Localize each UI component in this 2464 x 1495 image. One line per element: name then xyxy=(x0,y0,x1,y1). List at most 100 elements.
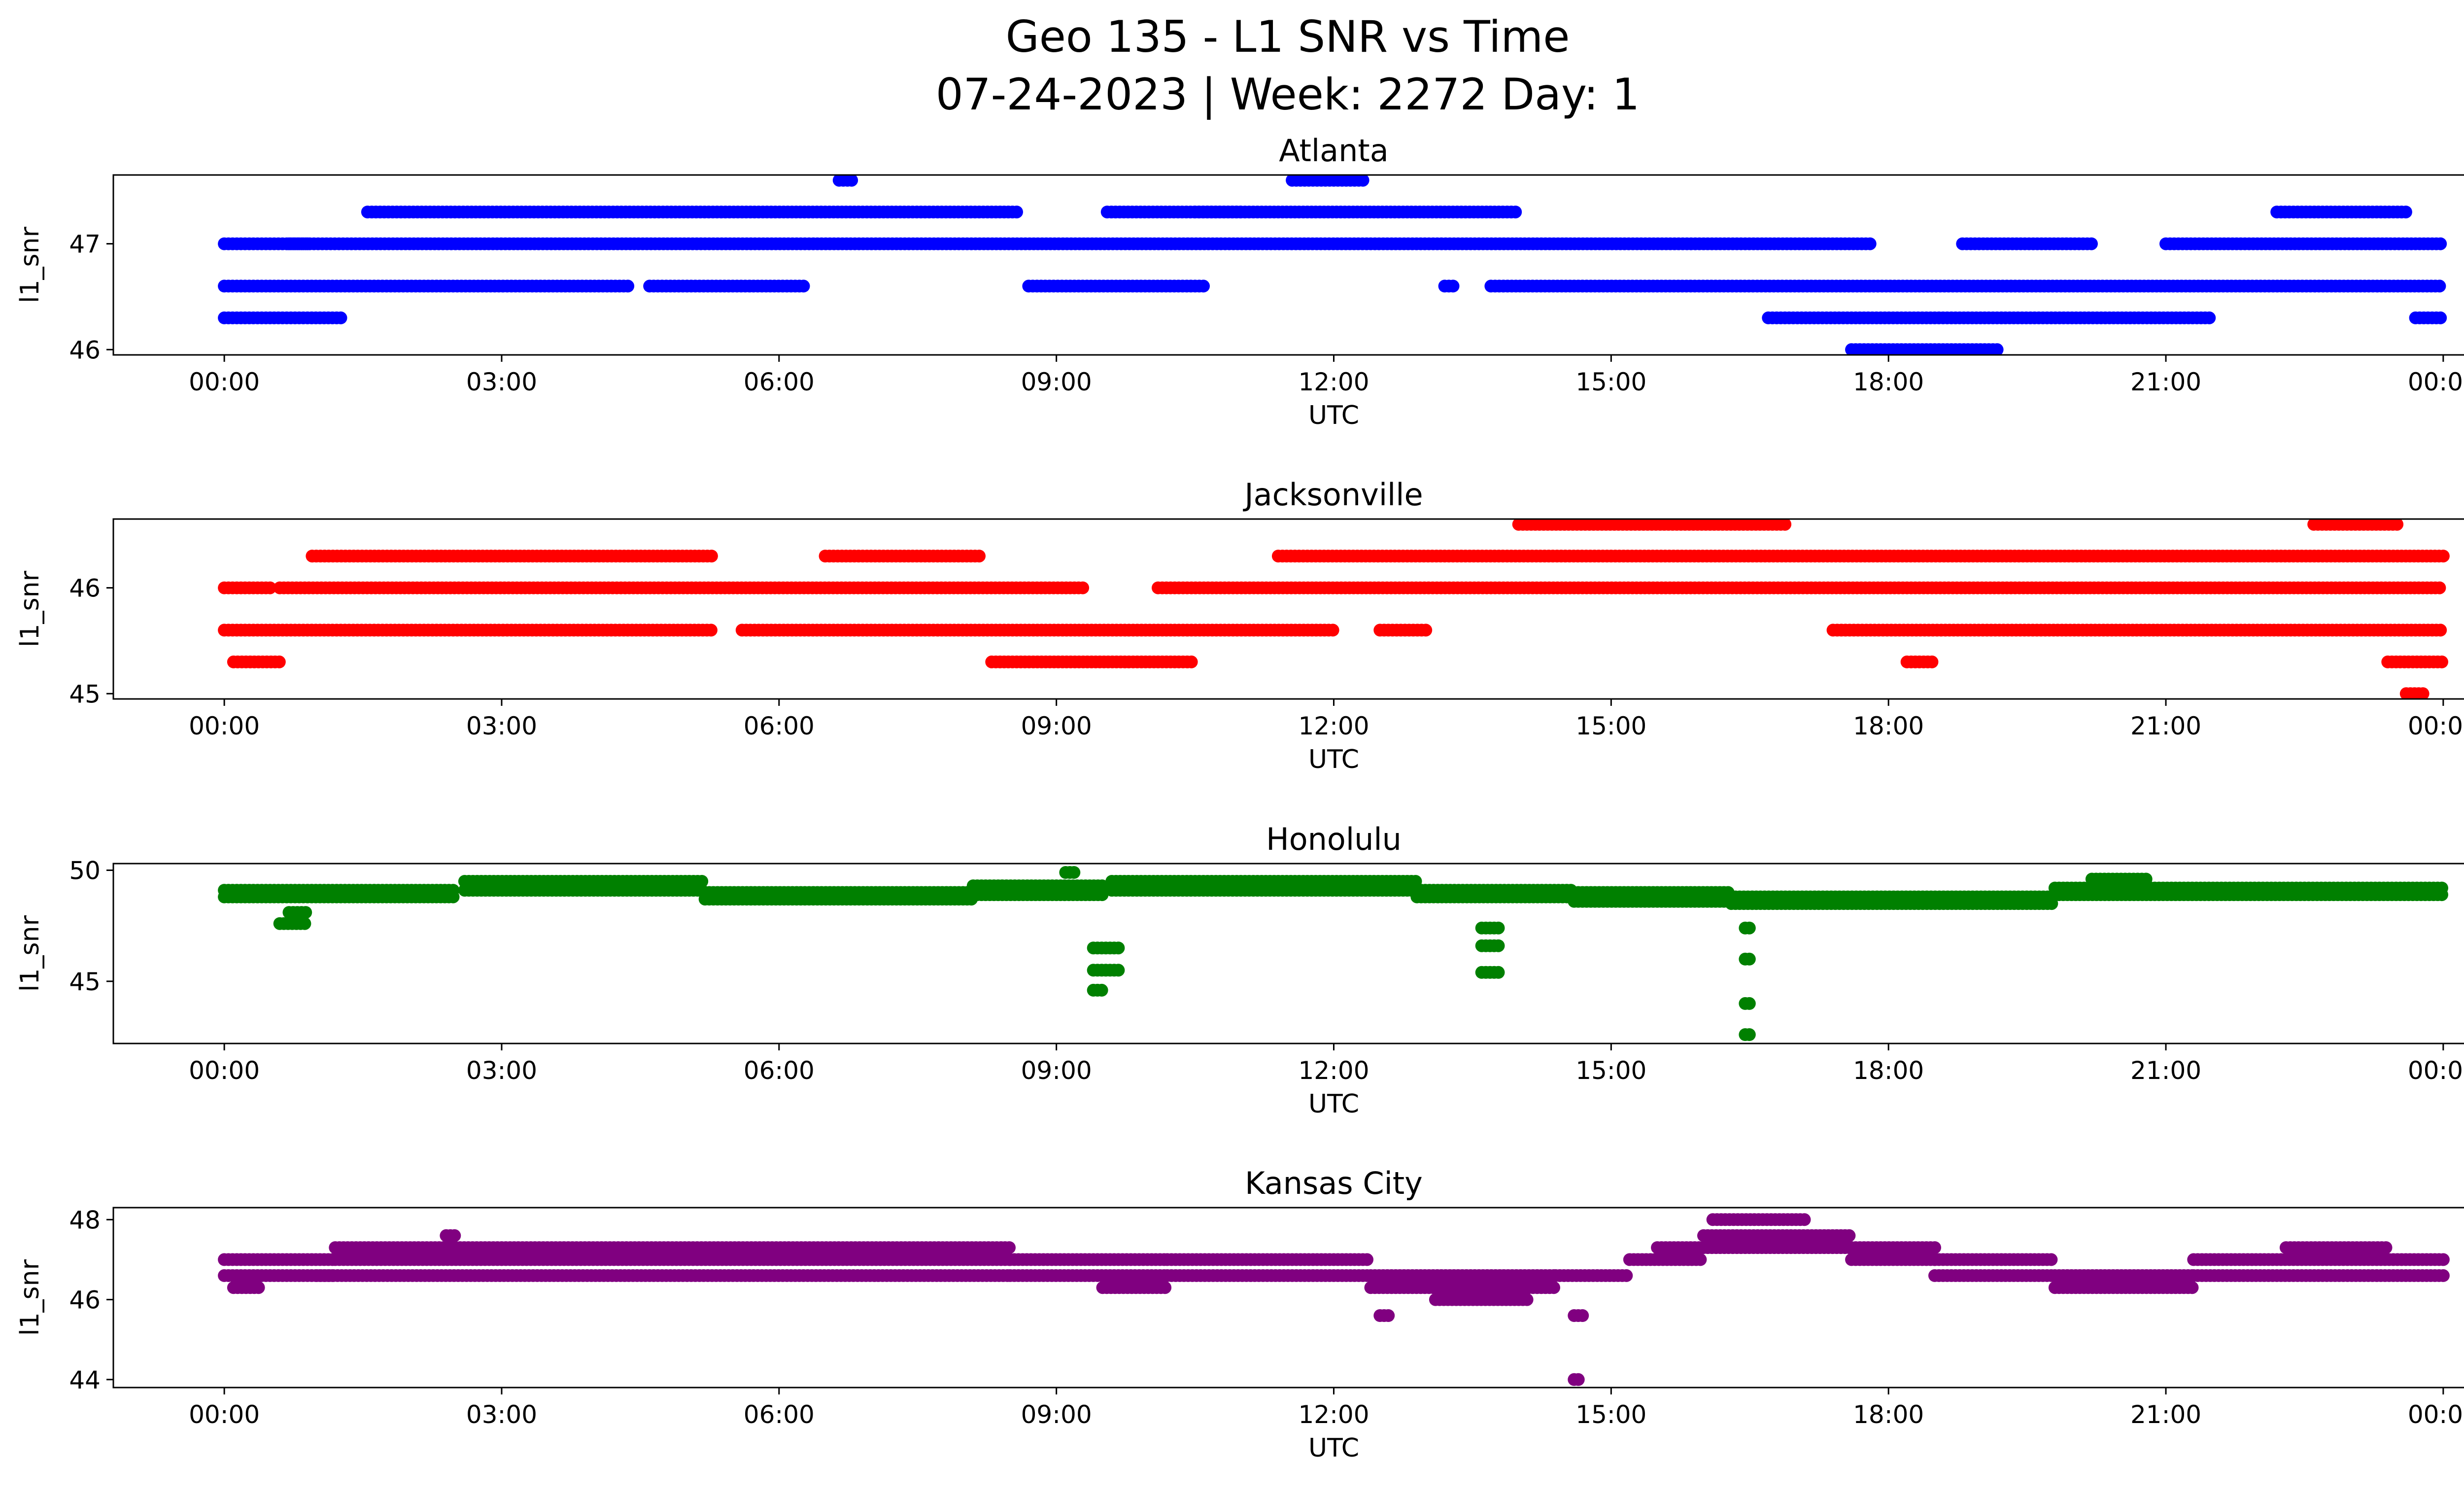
data-point xyxy=(1492,939,1505,952)
data-point xyxy=(2416,687,2430,699)
x-tick-label: 09:00 xyxy=(1021,1056,1092,1085)
x-tick-label: 00:00 xyxy=(189,1056,260,1085)
data-point xyxy=(1076,581,1090,594)
data-point xyxy=(2085,237,2098,250)
data-point xyxy=(1743,1028,1756,1041)
x-axis-label: UTC xyxy=(1308,1089,1359,1119)
x-tick-label: 00:00 xyxy=(2408,712,2464,740)
data-point xyxy=(1779,519,1792,531)
data-point xyxy=(2434,237,2447,250)
data-point xyxy=(2433,279,2446,293)
data-point xyxy=(2433,581,2446,594)
scatter-points xyxy=(218,866,2448,1041)
data-point xyxy=(298,917,311,930)
data-point xyxy=(446,890,460,904)
data-point xyxy=(1003,1241,1016,1254)
y-tick-label: 46 xyxy=(69,574,101,603)
data-point xyxy=(1492,921,1505,935)
subplot-title: Honolulu xyxy=(1266,821,1402,857)
x-tick-label: 00:00 xyxy=(2408,1056,2464,1085)
x-tick-label: 03:00 xyxy=(466,712,537,740)
data-point xyxy=(1743,952,1756,966)
x-tick-label: 06:00 xyxy=(744,712,815,740)
data-point xyxy=(1067,866,1081,879)
x-tick-label: 18:00 xyxy=(1853,368,1924,396)
data-point xyxy=(973,550,986,563)
y-axis-label: l1_snr xyxy=(15,915,45,992)
data-point xyxy=(1509,206,1522,219)
data-point xyxy=(2435,655,2448,668)
x-tick-label: 00:00 xyxy=(189,368,260,396)
scatter-points xyxy=(218,175,2447,355)
x-tick-label: 03:00 xyxy=(466,1056,537,1085)
x-tick-label: 18:00 xyxy=(1853,712,1924,740)
x-axis-label: UTC xyxy=(1308,401,1359,430)
data-point xyxy=(1010,206,1023,219)
x-tick-label: 09:00 xyxy=(1021,368,1092,396)
data-point xyxy=(705,550,718,563)
data-point xyxy=(1185,655,1198,668)
data-point xyxy=(1095,983,1108,997)
data-point xyxy=(1492,966,1505,979)
scatter-points xyxy=(218,519,2450,699)
data-point xyxy=(1112,941,1125,955)
data-point xyxy=(2391,519,2404,531)
data-point xyxy=(264,581,276,594)
data-point xyxy=(797,279,810,293)
data-point xyxy=(334,311,347,324)
data-point xyxy=(1419,624,1433,637)
subplot-title: Kansas City xyxy=(1245,1165,1423,1201)
x-tick-label: 00:00 xyxy=(2408,368,2464,396)
x-tick-label: 00:00 xyxy=(189,712,260,740)
x-tick-label: 12:00 xyxy=(1298,1056,1369,1085)
x-tick-label: 21:00 xyxy=(2130,368,2201,396)
x-tick-label: 12:00 xyxy=(1298,712,1369,740)
y-axis-label: l1_snr xyxy=(15,226,45,303)
x-axis-label: UTC xyxy=(1308,745,1359,774)
data-point xyxy=(1446,279,1460,293)
x-tick-label: 06:00 xyxy=(744,368,815,396)
data-point xyxy=(1925,655,1939,668)
data-point xyxy=(299,906,312,919)
data-point xyxy=(1159,1281,1172,1294)
data-point xyxy=(2436,550,2450,563)
data-point xyxy=(1743,921,1756,935)
data-point xyxy=(621,279,635,293)
y-axis-label: l1_snr xyxy=(15,570,45,647)
data-point xyxy=(1863,237,1877,250)
x-tick-label: 21:00 xyxy=(2130,1056,2201,1085)
scatter-points xyxy=(218,1213,2450,1386)
data-point xyxy=(1095,888,1109,902)
data-point xyxy=(273,655,286,668)
data-point xyxy=(1990,343,2004,355)
data-point xyxy=(1197,279,1210,293)
data-point xyxy=(2434,311,2447,324)
x-tick-label: 06:00 xyxy=(744,1056,815,1085)
x-tick-label: 15:00 xyxy=(1575,368,1646,396)
data-point xyxy=(2139,872,2153,886)
data-point xyxy=(1112,964,1125,977)
x-tick-label: 15:00 xyxy=(1575,1056,1646,1085)
figure-title-line2: 07-24-2023 | Week: 2272 Day: 1 xyxy=(936,69,1640,120)
x-tick-label: 12:00 xyxy=(1298,368,1369,396)
subplot-title: Jacksonville xyxy=(1242,477,1423,513)
data-point xyxy=(2435,888,2448,902)
y-tick-label: 45 xyxy=(69,680,101,708)
data-point xyxy=(704,624,718,637)
data-point xyxy=(2434,624,2447,637)
data-point xyxy=(2203,311,2216,324)
data-point xyxy=(1743,997,1756,1010)
x-tick-label: 21:00 xyxy=(2130,712,2201,740)
data-point xyxy=(1361,1253,1373,1266)
x-tick-label: 09:00 xyxy=(1021,712,1092,740)
data-point xyxy=(252,1281,265,1294)
y-tick-label: 47 xyxy=(69,230,101,259)
y-tick-label: 50 xyxy=(69,857,101,885)
data-point xyxy=(845,175,858,187)
